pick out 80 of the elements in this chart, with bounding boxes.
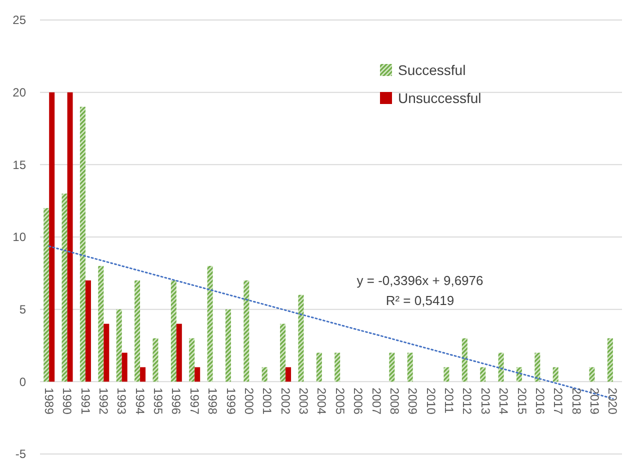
bar [98, 266, 104, 382]
x-tick-label: 2014 [496, 388, 511, 415]
bar [480, 367, 486, 382]
x-tick-label: 1996 [169, 388, 184, 415]
x-tick-label: 2002 [278, 388, 292, 415]
x-tick-label: 2005 [332, 388, 347, 415]
x-tick-label: 2001 [260, 388, 274, 415]
bar [389, 352, 395, 382]
x-tick-label: 1991 [78, 388, 92, 415]
bar [225, 309, 231, 382]
x-tick-label: 1989 [42, 388, 56, 415]
x-tick-label: 2011 [442, 388, 456, 414]
x-tick-label: 1990 [60, 388, 74, 415]
x-tick-label: 2019 [588, 388, 602, 415]
bar [286, 367, 292, 382]
bar [49, 92, 55, 382]
bar [176, 324, 182, 382]
x-tick-label: 2004 [314, 388, 329, 415]
y-tick-label: -5 [15, 447, 26, 460]
bar [104, 324, 110, 382]
x-tick-label: 1993 [114, 388, 129, 415]
bar [607, 338, 613, 382]
x-tick-label: 1997 [187, 388, 202, 415]
bar [80, 106, 86, 382]
bar [85, 280, 91, 382]
bar [444, 367, 450, 382]
x-tick-label: 1999 [224, 388, 238, 415]
bar [170, 280, 176, 382]
y-tick-label: 10 [12, 230, 26, 244]
bar [589, 367, 595, 382]
bar [280, 324, 286, 382]
x-tick-label: 2016 [532, 388, 547, 415]
bar [152, 338, 158, 382]
bar [134, 280, 140, 382]
x-tick-label: 1994 [132, 388, 147, 415]
bar [516, 367, 522, 382]
x-tick-label: 2007 [369, 388, 384, 415]
x-tick-label: 1992 [96, 388, 110, 415]
annotation: y = -0,3396x + 9,6976 [356, 273, 484, 288]
x-tick-label: 1995 [151, 388, 166, 415]
bar [189, 338, 195, 382]
bar [407, 352, 413, 382]
bar [244, 280, 250, 382]
bar [140, 367, 146, 382]
bar [62, 194, 68, 382]
x-tick-label: 2008 [387, 388, 402, 415]
bar [498, 352, 504, 382]
bar [552, 367, 558, 382]
bar [462, 338, 468, 382]
bar [207, 266, 213, 382]
x-tick-label: 2006 [351, 388, 366, 415]
bar [122, 352, 128, 382]
x-tick-label: 1998 [206, 388, 220, 415]
x-tick-label: 2015 [514, 388, 529, 415]
x-tick-label: 2017 [551, 388, 566, 415]
bar [316, 352, 322, 382]
y-tick-label: 0 [19, 374, 26, 389]
legend-label: Unsuccessful [398, 90, 482, 106]
x-tick-label: 2009 [406, 388, 420, 415]
bar [334, 352, 340, 382]
x-tick-label: 2003 [296, 388, 311, 415]
bar [44, 208, 50, 382]
x-tick-label: 2012 [460, 388, 474, 415]
bar [194, 367, 200, 382]
x-tick-label: 2010 [424, 388, 438, 415]
y-tick-label: 15 [12, 158, 26, 172]
x-tick-label: 2020 [606, 388, 620, 415]
legend-label: Successful [398, 62, 466, 78]
annotation: R² = 0,5419 [386, 293, 454, 308]
y-tick-label: 25 [12, 13, 26, 28]
x-tick-label: 2018 [569, 388, 584, 415]
bar [298, 294, 304, 382]
bar [534, 352, 540, 382]
bar [262, 367, 268, 382]
bar [67, 92, 73, 382]
y-tick-label: 5 [19, 302, 26, 317]
x-tick-label: 2013 [478, 388, 492, 415]
x-tick-label: 2000 [242, 388, 256, 415]
y-tick-label: 20 [12, 86, 26, 100]
bar [116, 309, 122, 382]
